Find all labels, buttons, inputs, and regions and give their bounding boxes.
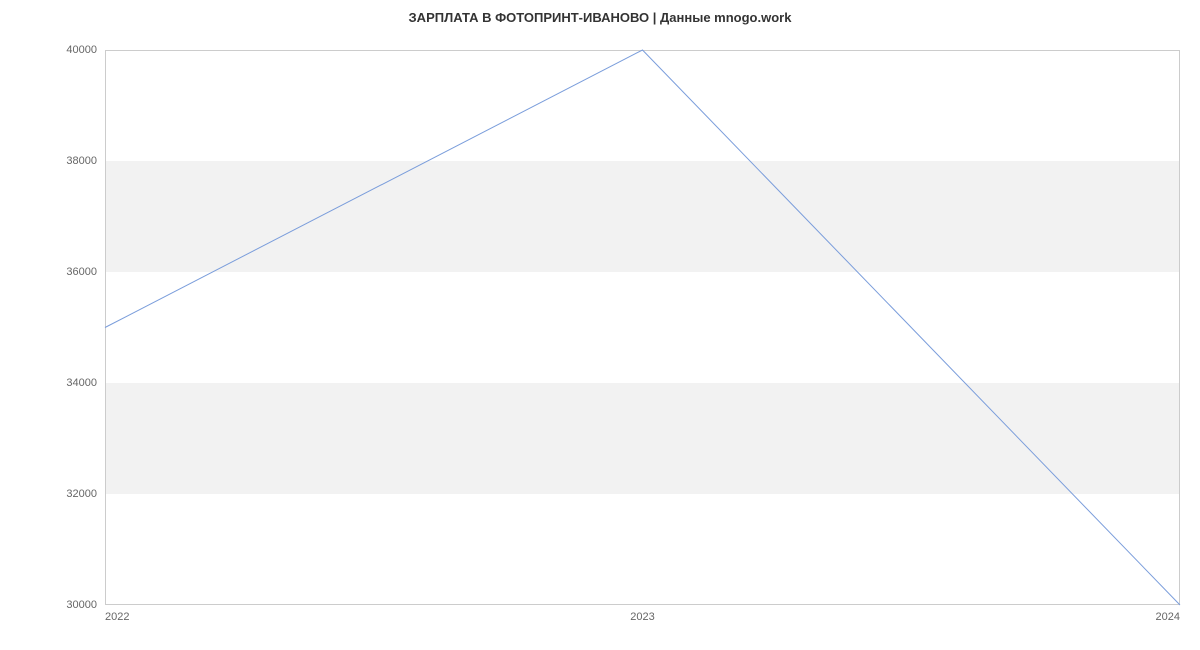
y-axis-tick-label: 34000 — [66, 377, 97, 389]
y-axis-tick-label: 30000 — [66, 599, 97, 611]
y-axis-tick-label: 32000 — [66, 488, 97, 500]
x-axis-tick-label: 2024 — [1156, 611, 1180, 623]
y-axis-tick-label: 38000 — [66, 155, 97, 167]
y-axis-tick-label: 36000 — [66, 266, 97, 278]
y-axis-tick-label: 40000 — [66, 44, 97, 56]
x-axis-tick-label: 2023 — [630, 611, 654, 623]
line-series — [105, 50, 1180, 605]
chart-title: ЗАРПЛАТА В ФОТОПРИНТ-ИВАНОВО | Данные mn… — [0, 0, 1200, 25]
chart-plot-area: 300003200034000360003800040000 202220232… — [105, 50, 1180, 605]
x-axis-tick-label: 2022 — [105, 611, 129, 623]
